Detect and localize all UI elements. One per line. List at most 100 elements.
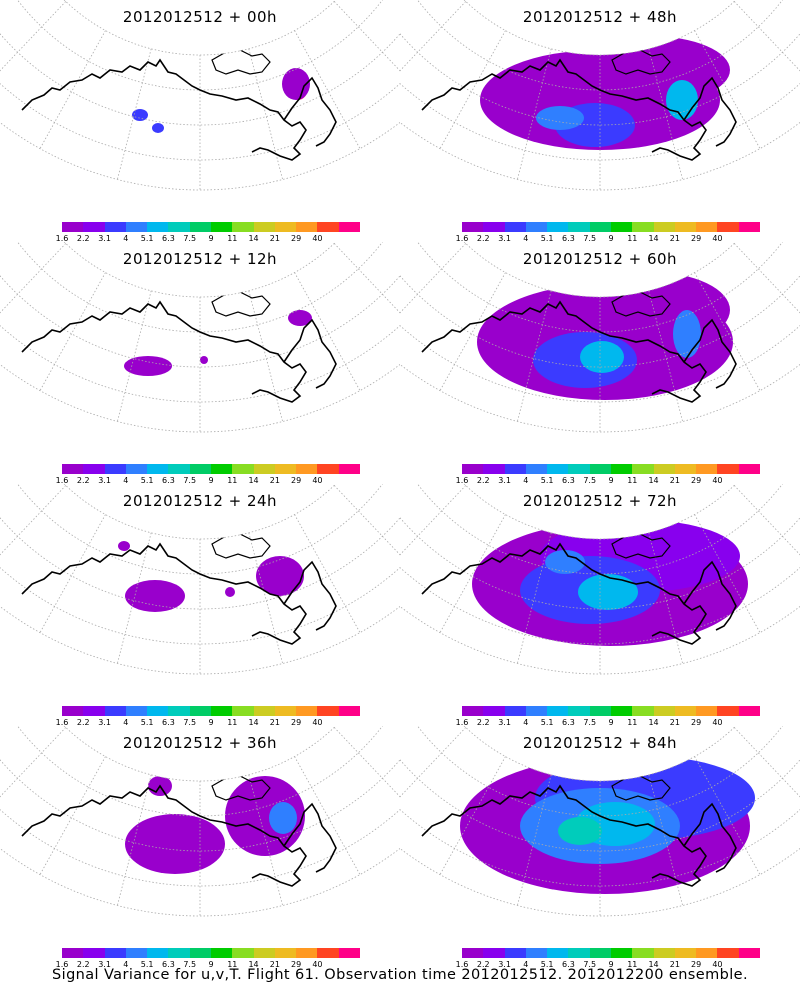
colorbar-label: 1.6 <box>55 234 69 243</box>
colorbar-label: 40 <box>712 476 723 485</box>
latitude-line <box>417 242 783 333</box>
colorbar-label: 21 <box>669 234 680 243</box>
colorbar-label: 21 <box>269 718 280 727</box>
colorbar-swatch <box>189 464 211 474</box>
colorbar-swatch <box>232 948 254 958</box>
colorbar-label: 5.1 <box>540 476 554 485</box>
colorbar-swatch <box>338 706 360 716</box>
colorbar-swatch <box>589 464 611 474</box>
colorbar-label: 7.5 <box>183 234 197 243</box>
colorbar-label: 2.2 <box>76 960 90 969</box>
longitude-line <box>439 514 506 633</box>
map-panel: 2012012512 + 24h 1.6 2.2 3.1 4 5.1 6.3 7.5 9 11 14… <box>0 484 400 729</box>
colorbar-swatch <box>125 706 148 716</box>
colorbar-labels: 1.6 2.2 3.1 4 5.1 6.3 7.5 9 11 14 21 29 40 <box>456 960 760 970</box>
latitude-line <box>63 726 337 782</box>
colorbar-swatch <box>568 948 590 958</box>
latitude-line <box>400 121 800 191</box>
colorbar-swatch <box>210 948 233 958</box>
latitude-line <box>0 567 400 645</box>
longitude-line <box>333 243 400 314</box>
longitude-line <box>39 514 106 633</box>
latitude-line <box>17 242 383 333</box>
colorbar-swatch <box>547 464 569 474</box>
colorbar-swatch <box>674 222 697 232</box>
colorbar-labels: 1.6 2.2 3.1 4 5.1 6.3 7.5 9 11 14 21 29 40 <box>56 960 360 970</box>
colorbar-label: 7.5 <box>183 476 197 485</box>
colorbar-label: 6.3 <box>162 476 175 485</box>
graticule <box>0 242 400 433</box>
colorbar-swatch <box>462 948 484 958</box>
colorbar <box>462 222 760 232</box>
panel-title: 2012012512 + 36h <box>122 734 278 752</box>
latitude-line <box>0 809 400 887</box>
colorbar-swatch <box>462 706 484 716</box>
colorbar-label: 5.1 <box>140 234 154 243</box>
colorbar-label: 1.6 <box>455 718 469 727</box>
colorbar-swatch <box>189 948 211 958</box>
map-panel: 2012012512 + 48h 1.6 2.2 3.1 4 5.1 6.3 7.5 9 11 14… <box>400 0 800 245</box>
longitude-line <box>765 484 800 519</box>
map-panel: 2012012512 + 84h 1.6 2.2 3.1 4 5.1 6.3 7.5 9 11 14… <box>400 726 800 971</box>
colorbar-label: 9 <box>608 718 614 727</box>
arctic-islands <box>211 533 271 559</box>
colorbar-label: 21 <box>669 960 680 969</box>
colorbar-swatch <box>274 948 297 958</box>
colorbar-label: 2.2 <box>476 718 490 727</box>
colorbar-label: 1.6 <box>455 476 469 485</box>
colorbar-swatch <box>610 222 633 232</box>
arctic-islands <box>211 291 271 317</box>
colorbar-swatch <box>504 464 526 474</box>
longitude-line <box>694 756 761 875</box>
colorbar-label: 40 <box>712 234 723 243</box>
colorbar-label: 9 <box>208 234 214 243</box>
colorbar-label: 1.6 <box>455 960 469 969</box>
longitude-line <box>733 243 800 314</box>
colorbar-label: 11 <box>627 476 638 485</box>
colorbar-label: 4 <box>523 234 529 243</box>
colorbar-label: 40 <box>712 960 723 969</box>
colorbar-label: 3.1 <box>498 234 511 243</box>
latitude-line <box>0 605 400 675</box>
arctic-islands <box>211 49 271 75</box>
colorbar-swatch <box>568 222 590 232</box>
colorbar-label: 29 <box>291 234 302 243</box>
colorbar-swatch <box>610 706 633 716</box>
colorbar-labels: 1.6 2.2 3.1 4 5.1 6.3 7.5 9 11 14 21 29 40 <box>56 234 360 244</box>
colorbar-swatch <box>674 464 697 474</box>
colorbar-label: 21 <box>669 718 680 727</box>
colorbar-label: 2.2 <box>76 234 90 243</box>
latitude-line <box>463 484 737 540</box>
colorbar-label: 2.2 <box>476 234 490 243</box>
colorbar-swatch <box>674 948 697 958</box>
colorbar-label: 9 <box>208 718 214 727</box>
longitude-line <box>248 48 284 180</box>
latitude-line <box>0 759 400 852</box>
colorbar-label: 7.5 <box>583 718 597 727</box>
longitude-line <box>400 243 467 314</box>
colorbar-label: 3.1 <box>98 234 111 243</box>
colorbar-label: 29 <box>691 234 702 243</box>
colorbar-swatch <box>696 948 718 958</box>
latitude-line <box>17 726 383 817</box>
longitude-line <box>733 727 800 798</box>
latitude-line <box>400 567 800 645</box>
graticule <box>0 726 400 917</box>
latitude-line <box>17 0 383 91</box>
colorbar <box>462 464 760 474</box>
colorbar-label: 3.1 <box>98 476 111 485</box>
colorbar-label: 9 <box>608 476 614 485</box>
colorbar-labels: 1.6 2.2 3.1 4 5.1 6.3 7.5 9 11 14 21 29 40 <box>456 718 760 728</box>
variance-region <box>536 106 584 130</box>
colorbar-swatch <box>104 706 126 716</box>
longitude-line <box>365 484 400 519</box>
latitude-line <box>0 363 400 433</box>
colorbar-label: 4 <box>123 718 129 727</box>
colorbar-label: 7.5 <box>583 476 597 485</box>
longitude-line <box>439 756 506 875</box>
longitude-line <box>0 727 67 798</box>
colorbar-swatch <box>232 464 254 474</box>
colorbar-label: 11 <box>227 718 238 727</box>
colorbar-label: 6.3 <box>562 476 575 485</box>
latitude-line <box>63 484 337 540</box>
